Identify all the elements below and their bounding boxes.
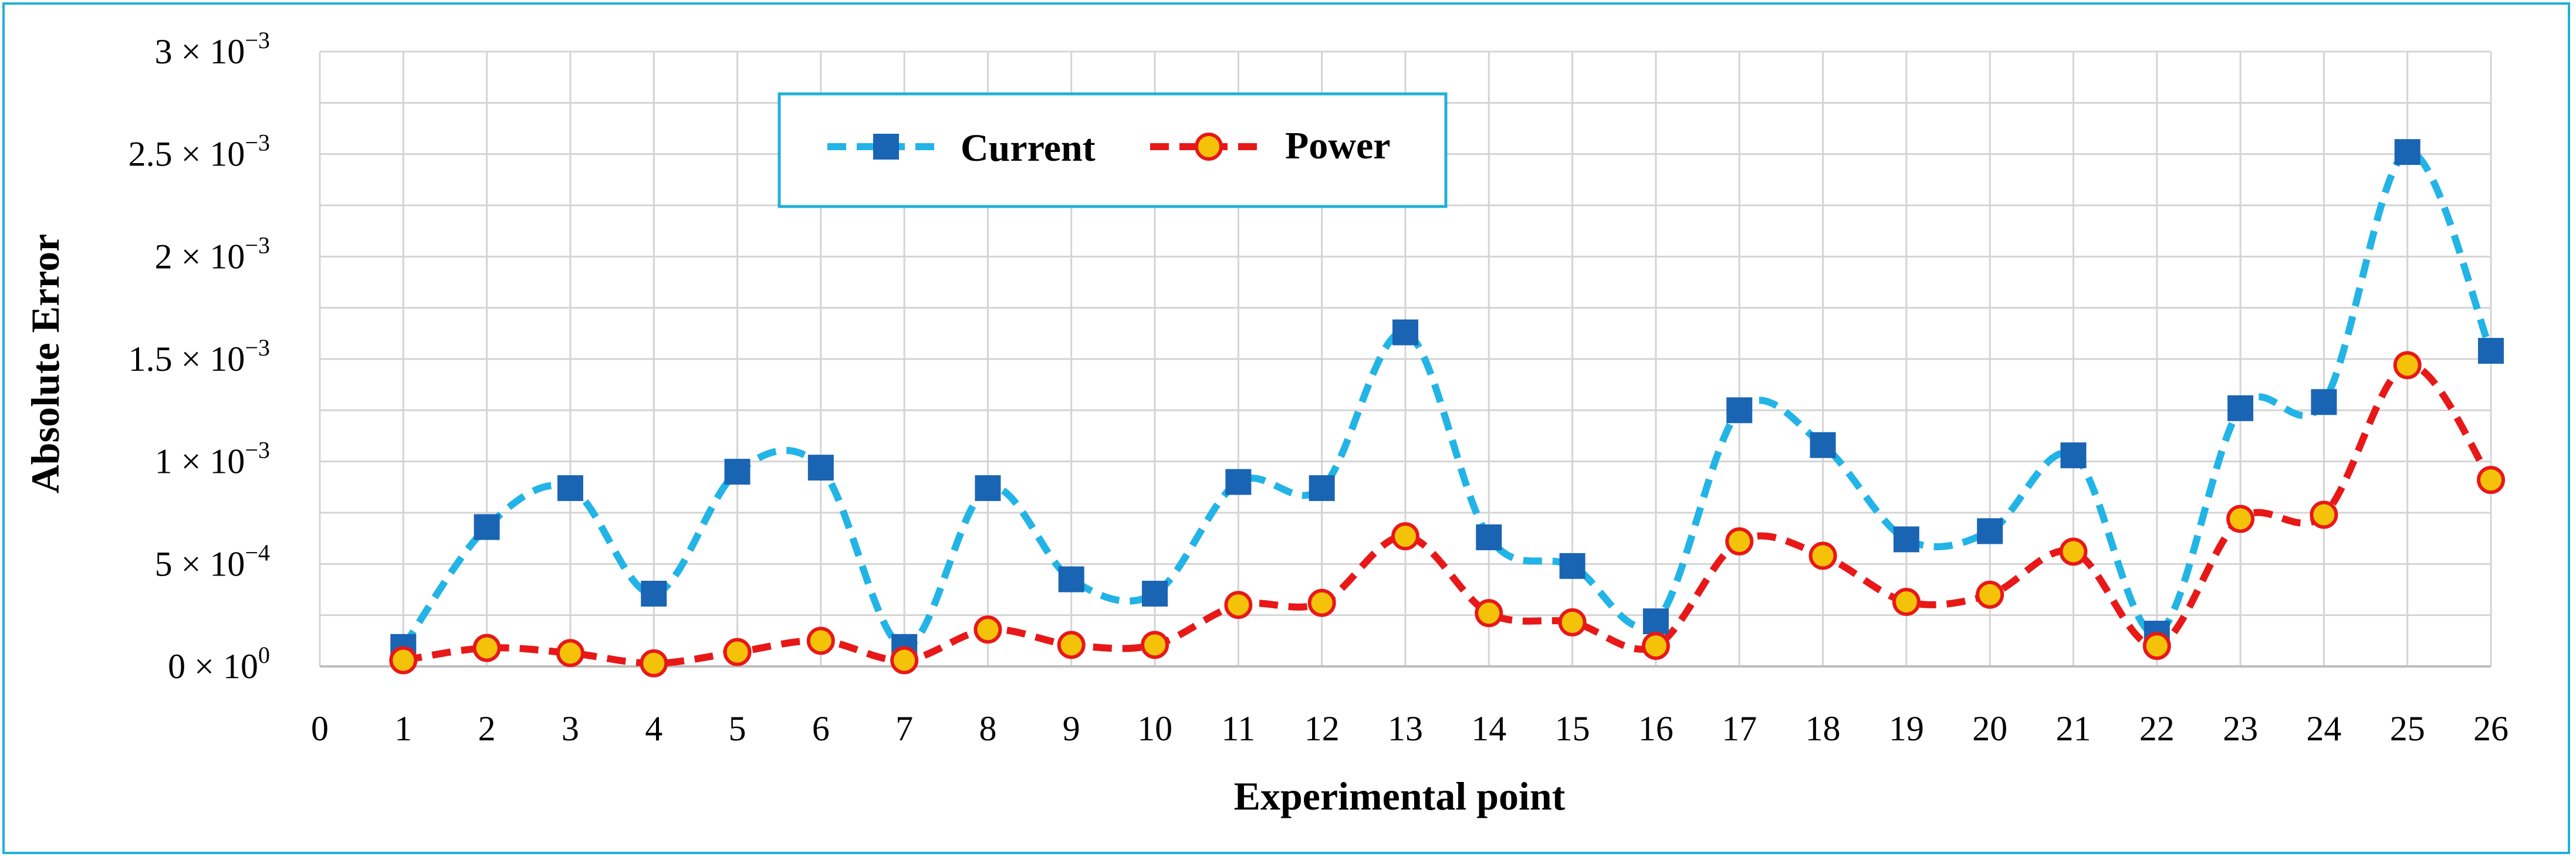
data-point-current — [975, 475, 1001, 502]
y-tick-label: 2 × 10−3 — [155, 232, 270, 276]
x-tick-label: 1 — [394, 709, 412, 748]
data-point-current — [1726, 397, 1753, 424]
x-tick-label: 11 — [1221, 709, 1255, 748]
data-point-current — [1476, 524, 1502, 550]
data-point-current — [2227, 395, 2254, 421]
y-tick-label: 0 × 100 — [168, 642, 270, 686]
y-tick-label: 1 × 10−3 — [155, 437, 270, 481]
data-point-power — [640, 649, 668, 678]
data-point-current — [1309, 475, 1335, 502]
y-axis-title: Absolute Error — [23, 234, 67, 494]
data-point-current — [1810, 432, 1836, 458]
legend-power-marker — [1195, 133, 1223, 161]
data-point-power — [1641, 632, 1670, 661]
x-axis-title: Experimental point — [1234, 774, 1566, 818]
data-point-power — [723, 638, 752, 666]
data-point-power — [2059, 537, 2088, 566]
x-tick-label: 25 — [2390, 709, 2425, 748]
x-tick-label: 0 — [311, 709, 329, 748]
data-point-power — [1391, 522, 1419, 551]
data-point-power — [806, 627, 835, 655]
data-point-current — [2060, 442, 2087, 469]
y-axis-ticks: 0 × 100 5 × 10−4 1 × 10−3 1.5 × 10−3 2 × 10−… — [129, 27, 270, 686]
y-tick-label: 2.5 × 10−3 — [129, 130, 270, 174]
data-point-power — [973, 615, 1002, 644]
x-tick-label: 19 — [1889, 709, 1924, 748]
data-point-power — [1892, 587, 1921, 616]
x-tick-label: 15 — [1555, 709, 1590, 748]
data-point-power — [1725, 527, 1754, 556]
data-point-current — [2394, 139, 2421, 165]
x-tick-label: 2 — [478, 709, 496, 748]
y-tick-label: 5 × 10−4 — [155, 539, 270, 583]
data-point-power — [1808, 541, 1837, 570]
x-tick-label: 20 — [1972, 709, 2007, 748]
x-tick-label: 13 — [1388, 709, 1423, 748]
data-point-current — [1392, 319, 1418, 346]
x-tick-label: 4 — [645, 709, 662, 748]
data-point-current — [724, 459, 751, 485]
x-tick-label: 14 — [1471, 709, 1506, 748]
data-point-power — [2310, 500, 2338, 529]
x-tick-label: 24 — [2306, 709, 2341, 748]
x-tick-label: 9 — [1063, 709, 1080, 748]
data-point-current — [807, 455, 834, 481]
x-tick-label: 6 — [812, 709, 830, 748]
data-point-power — [1475, 599, 1503, 628]
data-point-current — [1559, 553, 1586, 579]
data-point-current — [1977, 518, 2003, 544]
x-tick-label: 21 — [2056, 709, 2091, 748]
data-point-power — [1141, 631, 1169, 659]
data-point-power — [472, 634, 501, 662]
data-point-power — [1558, 608, 1587, 636]
legend: Current Power — [777, 92, 1448, 208]
legend-current-marker — [873, 134, 899, 160]
data-point-power — [1307, 588, 1336, 617]
data-point-power — [2393, 351, 2422, 380]
x-tick-label: 17 — [1722, 709, 1757, 748]
x-tick-label: 18 — [1806, 709, 1841, 748]
data-point-current — [2478, 338, 2504, 364]
data-point-current — [1642, 608, 1669, 635]
series-line-current — [400, 148, 2494, 651]
data-point-power — [890, 646, 919, 675]
data-point-current — [1058, 566, 1084, 592]
x-tick-label: 10 — [1137, 709, 1172, 748]
data-point-current — [641, 580, 667, 607]
x-axis-ticks: 0 1 2 3 4 5 6 7 8 9 10 11 12 13 14 15 16 17 18 19 20 21 22 23 24… — [311, 709, 2509, 748]
series-markers — [389, 139, 2505, 678]
data-point-power — [2226, 505, 2255, 533]
data-point-power — [389, 646, 418, 675]
x-tick-label: 12 — [1304, 709, 1340, 748]
data-point-power — [1057, 631, 1086, 659]
data-point-current — [474, 514, 500, 540]
x-tick-label: 3 — [562, 709, 579, 748]
data-point-current — [1142, 580, 1168, 607]
x-tick-label: 23 — [2223, 709, 2258, 748]
data-point-current — [2311, 389, 2337, 415]
x-tick-label: 16 — [1638, 709, 1674, 748]
data-point-current — [557, 475, 583, 502]
y-tick-label: 3 × 10−3 — [155, 27, 270, 71]
x-tick-label: 7 — [895, 709, 913, 748]
data-point-power — [1224, 591, 1253, 619]
data-point-power — [556, 639, 584, 668]
data-point-power — [1976, 580, 2004, 609]
data-point-current — [1225, 469, 1252, 495]
x-tick-label: 22 — [2139, 709, 2175, 748]
legend-power-label: Power — [1285, 124, 1391, 167]
data-point-power — [2142, 632, 2171, 661]
data-point-current — [1893, 526, 1919, 553]
data-point-power — [2477, 466, 2505, 495]
series-lines — [400, 148, 2494, 667]
x-tick-label: 26 — [2473, 709, 2509, 748]
y-tick-label: 1.5 × 10−3 — [129, 334, 270, 378]
x-tick-label: 5 — [729, 709, 746, 748]
legend-current-label: Current — [961, 127, 1096, 170]
x-tick-label: 8 — [979, 709, 996, 748]
